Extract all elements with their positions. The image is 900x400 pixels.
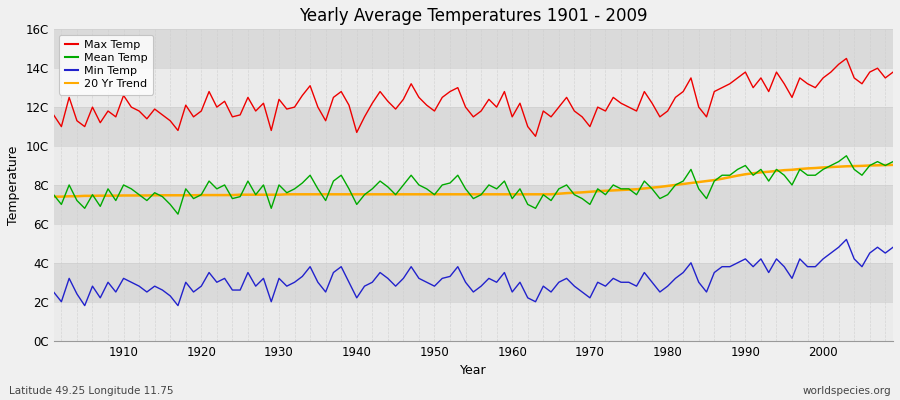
- Bar: [54, 29, 893, 68]
- Y-axis label: Temperature: Temperature: [7, 145, 20, 225]
- Text: Latitude 49.25 Longitude 11.75: Latitude 49.25 Longitude 11.75: [9, 386, 174, 396]
- Bar: [54, 263, 893, 302]
- Bar: [54, 302, 893, 341]
- Bar: [54, 185, 893, 224]
- Bar: [54, 107, 893, 146]
- Title: Yearly Average Temperatures 1901 - 2009: Yearly Average Temperatures 1901 - 2009: [299, 7, 648, 25]
- Bar: [54, 68, 893, 107]
- Bar: [54, 146, 893, 185]
- Legend: Max Temp, Mean Temp, Min Temp, 20 Yr Trend: Max Temp, Mean Temp, Min Temp, 20 Yr Tre…: [59, 35, 153, 95]
- X-axis label: Year: Year: [460, 364, 487, 377]
- Text: worldspecies.org: worldspecies.org: [803, 386, 891, 396]
- Bar: [54, 224, 893, 263]
